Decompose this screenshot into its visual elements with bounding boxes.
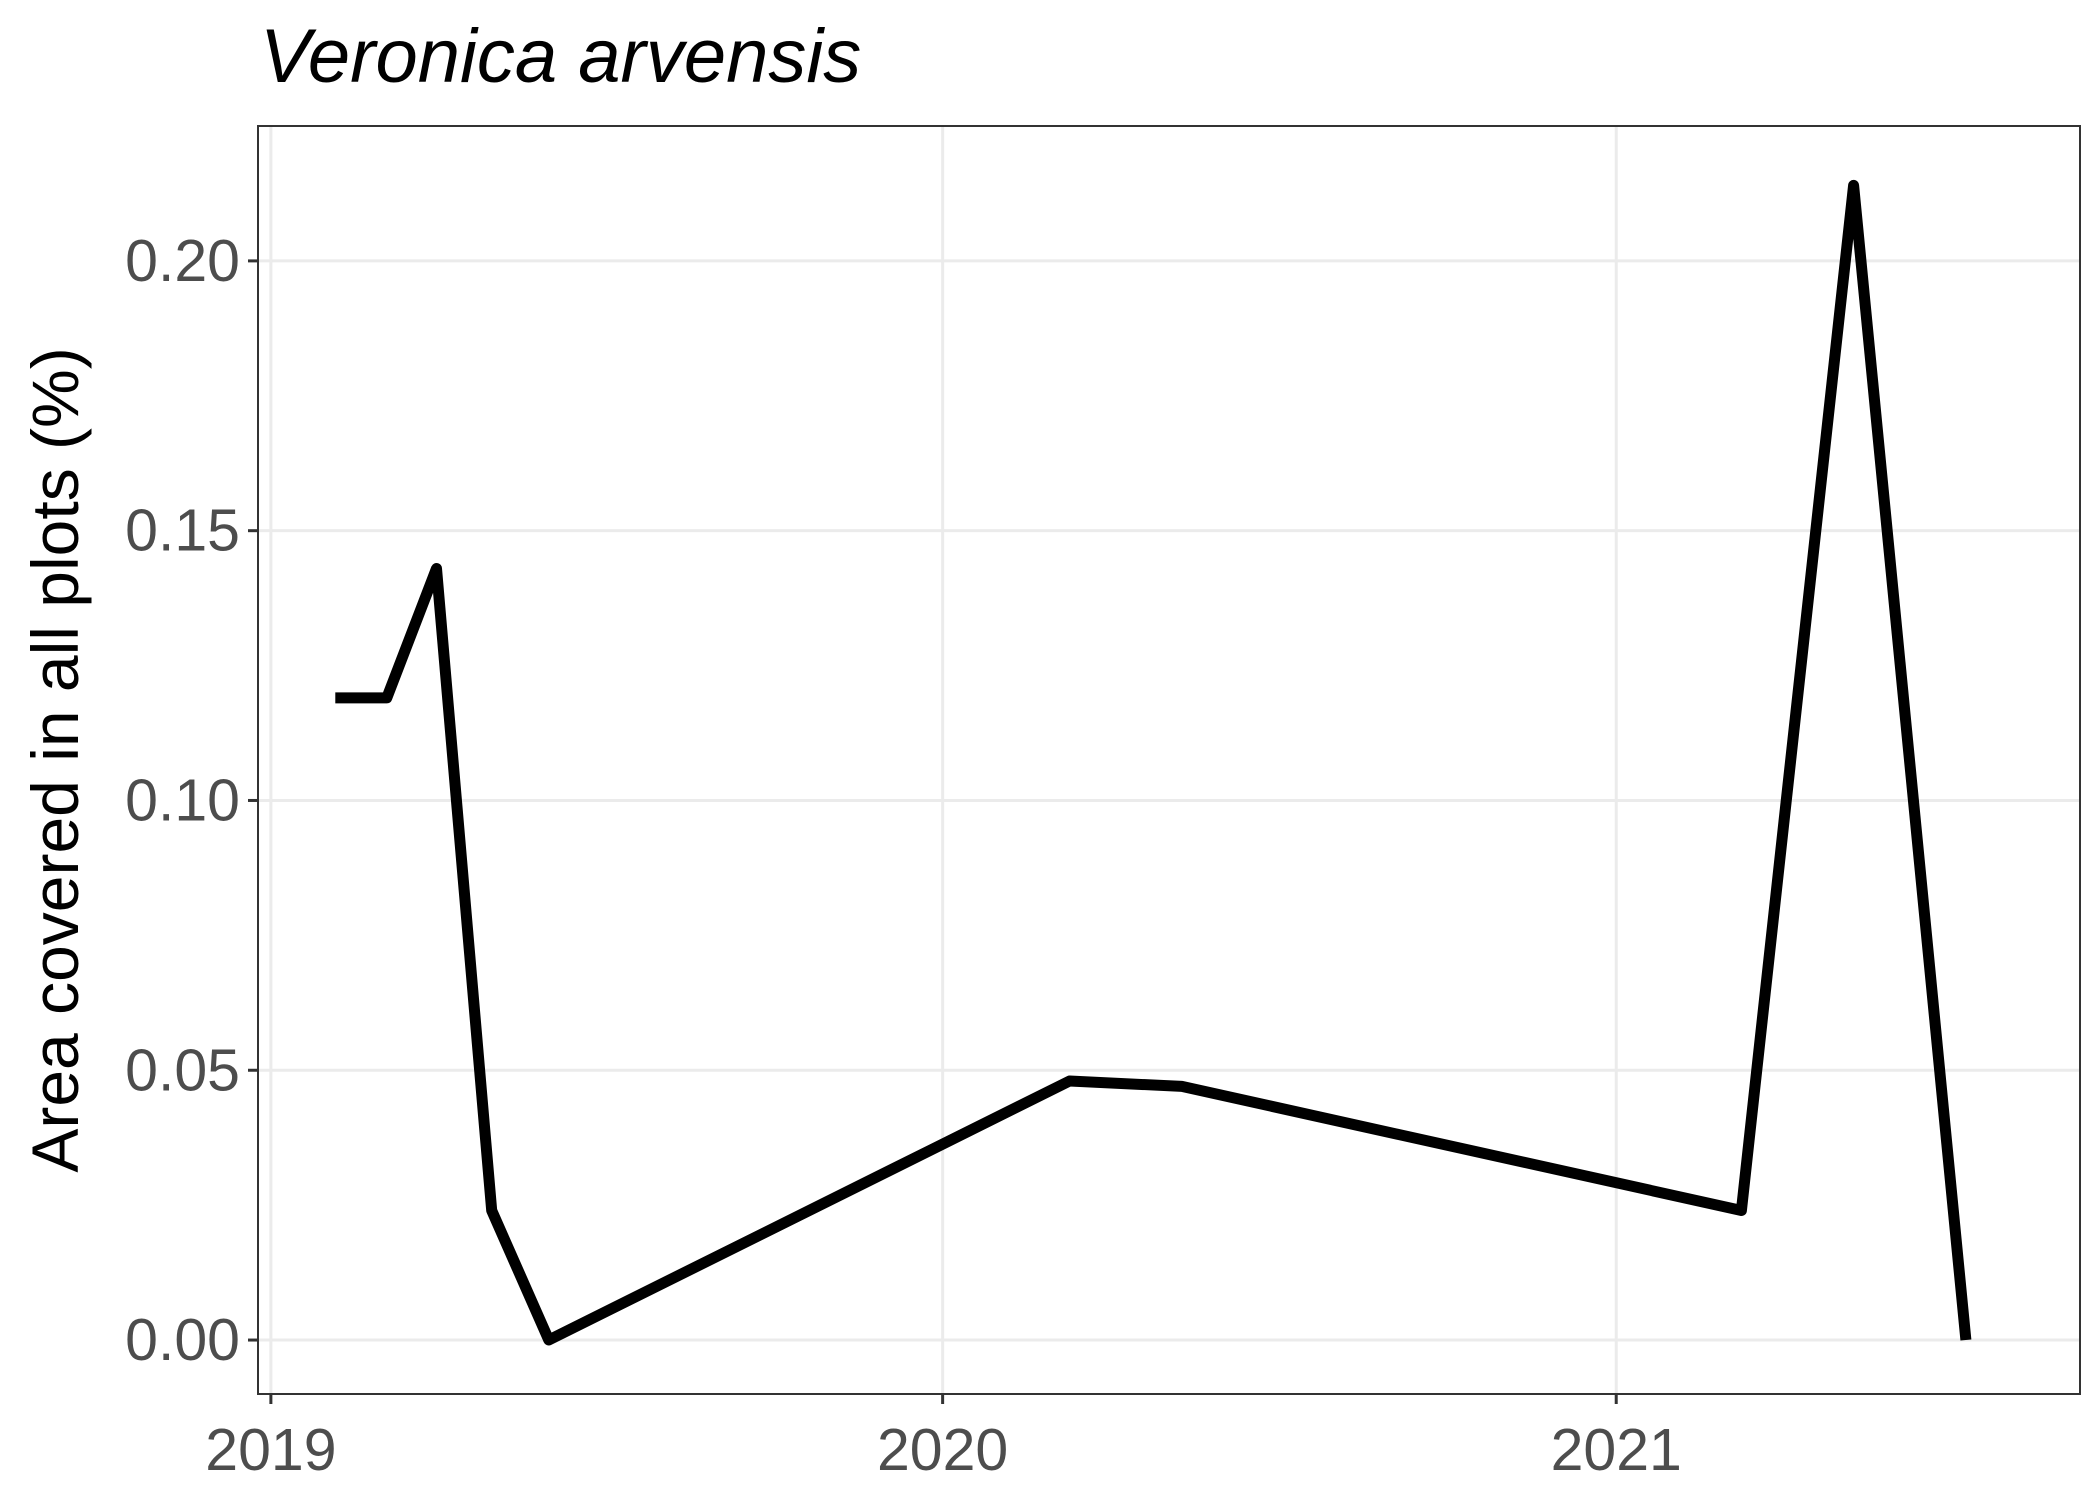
y-tick-label: 0.20 <box>125 228 240 294</box>
x-axis: 2019 2020 2021 <box>205 1394 1682 1483</box>
grid-lines <box>258 126 2080 1394</box>
series-layer <box>335 179 1972 1346</box>
panel-border <box>257 125 2081 1395</box>
x-tick-label: 2021 <box>1551 1417 1682 1483</box>
plot-panel <box>257 125 2081 1395</box>
y-axis-title: Area covered in all plots (%) <box>18 347 92 1172</box>
x-tick-label: 2020 <box>877 1417 1008 1483</box>
y-tick-label: 0.00 <box>125 1307 240 1373</box>
y-tick-label: 0.05 <box>125 1037 240 1103</box>
series-line <box>335 179 1972 1346</box>
y-tick-label: 0.10 <box>125 767 240 833</box>
y-axis: 0.00 0.05 0.10 0.15 0.20 <box>125 228 258 1373</box>
y-tick-label: 0.15 <box>125 498 240 564</box>
chart-title: Veronica arvensis <box>260 14 861 99</box>
x-tick-label: 2019 <box>205 1417 336 1483</box>
